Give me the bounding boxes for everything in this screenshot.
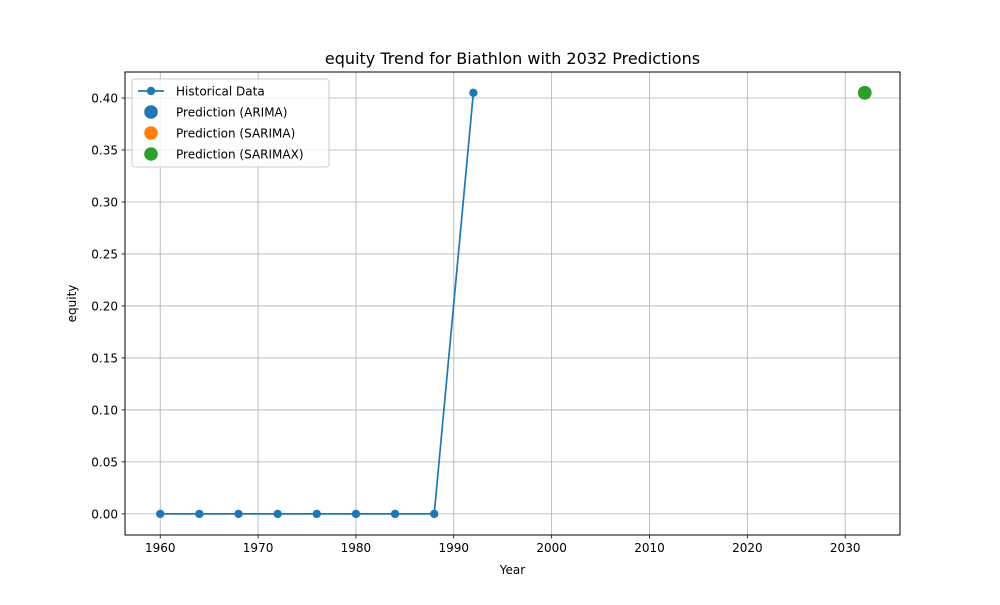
- y-tick-label: 0.15: [91, 351, 118, 365]
- x-tick-label: 1980: [341, 541, 372, 555]
- y-tick-label: 0.20: [91, 299, 118, 313]
- legend-marker-swatch: [144, 105, 158, 119]
- y-axis-label: equity: [65, 285, 79, 323]
- legend-label: Prediction (SARIMAX): [176, 148, 304, 162]
- y-tick-label: 0.05: [91, 455, 118, 469]
- prediction-point: [857, 85, 872, 100]
- x-tick-label: 2000: [536, 541, 567, 555]
- x-tick-label: 1990: [439, 541, 470, 555]
- x-axis-label: Year: [499, 563, 525, 577]
- y-tick-label: 0.00: [91, 507, 118, 521]
- legend-marker-swatch: [144, 126, 158, 140]
- x-tick-label: 2020: [732, 541, 763, 555]
- legend-label: Prediction (SARIMA): [176, 127, 295, 141]
- legend: Historical Data Prediction (ARIMA) Predict…: [131, 78, 330, 168]
- plot-frame: [124, 71, 901, 536]
- legend-label: Prediction (ARIMA): [176, 106, 287, 120]
- y-tick-label: 0.35: [91, 143, 118, 157]
- legend-box: [131, 78, 330, 168]
- historical-data-point: [351, 509, 361, 519]
- tick-layer: 1960 1970 1980 1990 2000 2010 2020 2030 0.00 0.05…: [91, 91, 860, 555]
- y-tick-label: 0.30: [91, 195, 118, 209]
- y-tick-label: 0.10: [91, 403, 118, 417]
- y-tick-label: 0.25: [91, 247, 118, 261]
- historical-data-point: [312, 509, 321, 519]
- x-tick-label: 1960: [145, 541, 176, 555]
- chart-title: equity Trend for Biathlon with 2032 Pred…: [325, 49, 700, 68]
- y-tick-label: 0.40: [91, 91, 118, 105]
- legend-marker-swatch: [144, 147, 158, 161]
- legend-label: Historical Data: [176, 85, 265, 99]
- historical-data-point: [156, 509, 165, 519]
- x-tick-label: 2010: [634, 541, 665, 555]
- series-layer: [156, 85, 872, 519]
- historical-data-point: [273, 509, 282, 519]
- x-tick-label: 2030: [830, 541, 861, 555]
- historical-data-point: [195, 509, 204, 519]
- historical-data-point: [469, 88, 478, 97]
- historical-data-point: [390, 509, 400, 519]
- x-tick-label: 1970: [243, 541, 274, 555]
- legend-marker-swatch: [146, 86, 156, 96]
- historical-data-point: [234, 509, 243, 519]
- historical-data-point: [430, 509, 439, 519]
